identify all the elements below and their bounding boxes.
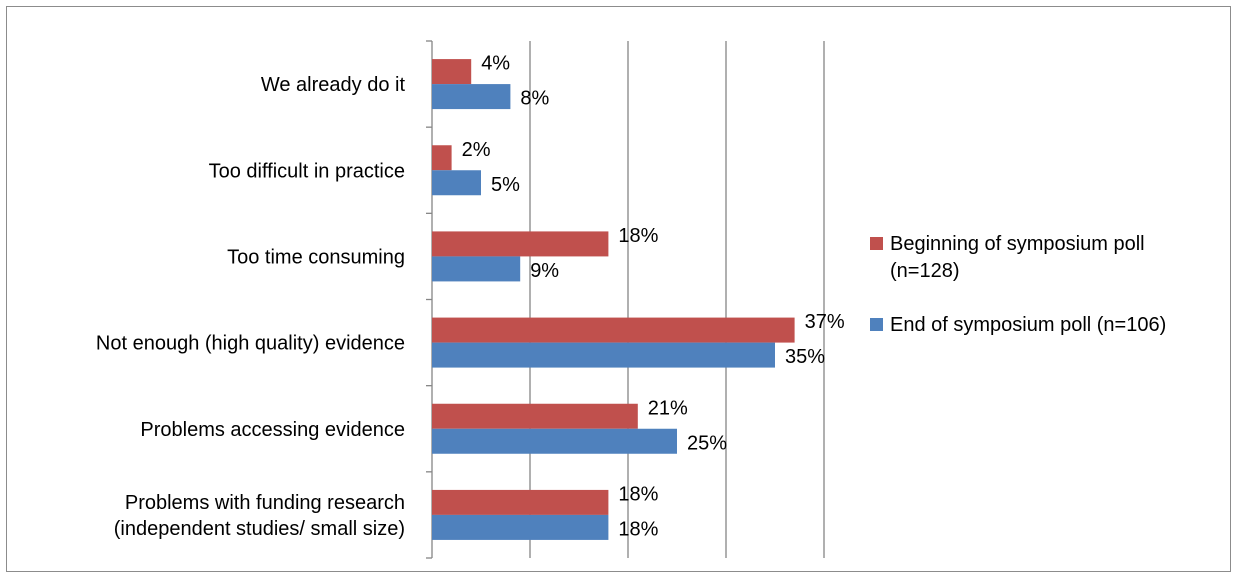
bar-beginning-4: [432, 403, 638, 429]
bar-beginning-0: [432, 59, 472, 85]
bar-end-5: [432, 514, 609, 540]
category-label: Too difficult in practice: [209, 160, 405, 182]
bar-end-0: [432, 84, 511, 110]
category-label: Too time consuming: [227, 246, 405, 268]
bar-end-1: [432, 170, 481, 196]
legend-label: Beginning of symposium poll: [890, 233, 1145, 255]
bar-end-2: [432, 256, 521, 282]
legend-label: End of symposium poll (n=106): [890, 314, 1166, 336]
category-label: Problems accessing evidence: [140, 419, 405, 441]
bar-beginning-1: [432, 145, 452, 171]
category-label: Problems with funding research: [125, 492, 405, 514]
category-label: (independent studies/ small size): [114, 518, 405, 540]
category-label: Not enough (high quality) evidence: [96, 333, 405, 355]
bar-end-4: [432, 428, 677, 454]
data-label: 2%: [462, 139, 491, 161]
data-label: 18%: [618, 225, 658, 247]
data-label: 25%: [687, 432, 727, 454]
bar-beginning-2: [432, 231, 609, 257]
bar-beginning-3: [432, 317, 795, 343]
bar-end-3: [432, 342, 775, 368]
bar-beginning-5: [432, 489, 609, 515]
data-label: 5%: [491, 174, 520, 196]
data-label: 18%: [618, 518, 658, 540]
data-label: 21%: [648, 397, 688, 419]
data-label: 18%: [618, 483, 658, 505]
legend-label: (n=128): [890, 260, 960, 282]
data-label: 35%: [785, 346, 825, 368]
category-label: We already do it: [261, 74, 406, 96]
chart-frame: [6, 6, 1231, 572]
data-label: 4%: [481, 53, 510, 75]
data-label: 8%: [520, 88, 549, 110]
data-label: 37%: [805, 311, 845, 333]
legend-swatch-beginning: [870, 237, 883, 250]
data-label: 9%: [530, 260, 559, 282]
legend-swatch-end: [870, 318, 883, 331]
